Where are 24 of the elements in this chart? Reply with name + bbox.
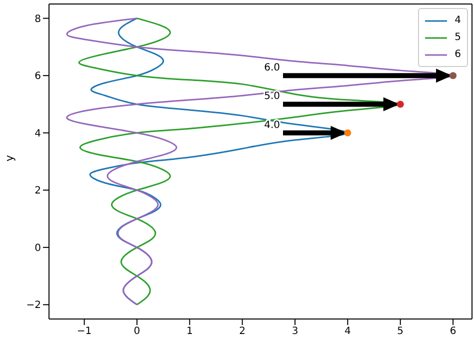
annotation: 5.0	[264, 91, 280, 102]
x-tick-label: 1	[186, 326, 193, 338]
x-tick-label: 6	[450, 326, 456, 338]
y-axis-title: y	[2, 154, 16, 162]
legend-label: 6	[454, 49, 461, 60]
legend-label: 4	[454, 15, 461, 26]
x-tick-label: 4	[344, 326, 351, 338]
x-tick-label: −1	[76, 326, 92, 338]
x-tick-label: 3	[292, 326, 298, 338]
y-tick-label: 8	[34, 14, 41, 25]
y-tick-label: 6	[34, 71, 41, 82]
y-tick-label: −2	[26, 300, 41, 312]
x-tick-label: 5	[397, 326, 404, 338]
point	[344, 129, 352, 136]
y-tick-label: 2	[34, 186, 41, 197]
x-tick-label: 0	[134, 326, 140, 338]
y-tick-label: 0	[34, 242, 41, 254]
point	[450, 72, 457, 80]
x-tick-label: 2	[239, 326, 246, 338]
annotation: 4.0	[264, 120, 280, 131]
annotation: 6.0	[264, 62, 280, 74]
y-tick-label: 4	[34, 128, 41, 140]
legend-label: 5	[454, 32, 461, 43]
point	[396, 100, 404, 108]
